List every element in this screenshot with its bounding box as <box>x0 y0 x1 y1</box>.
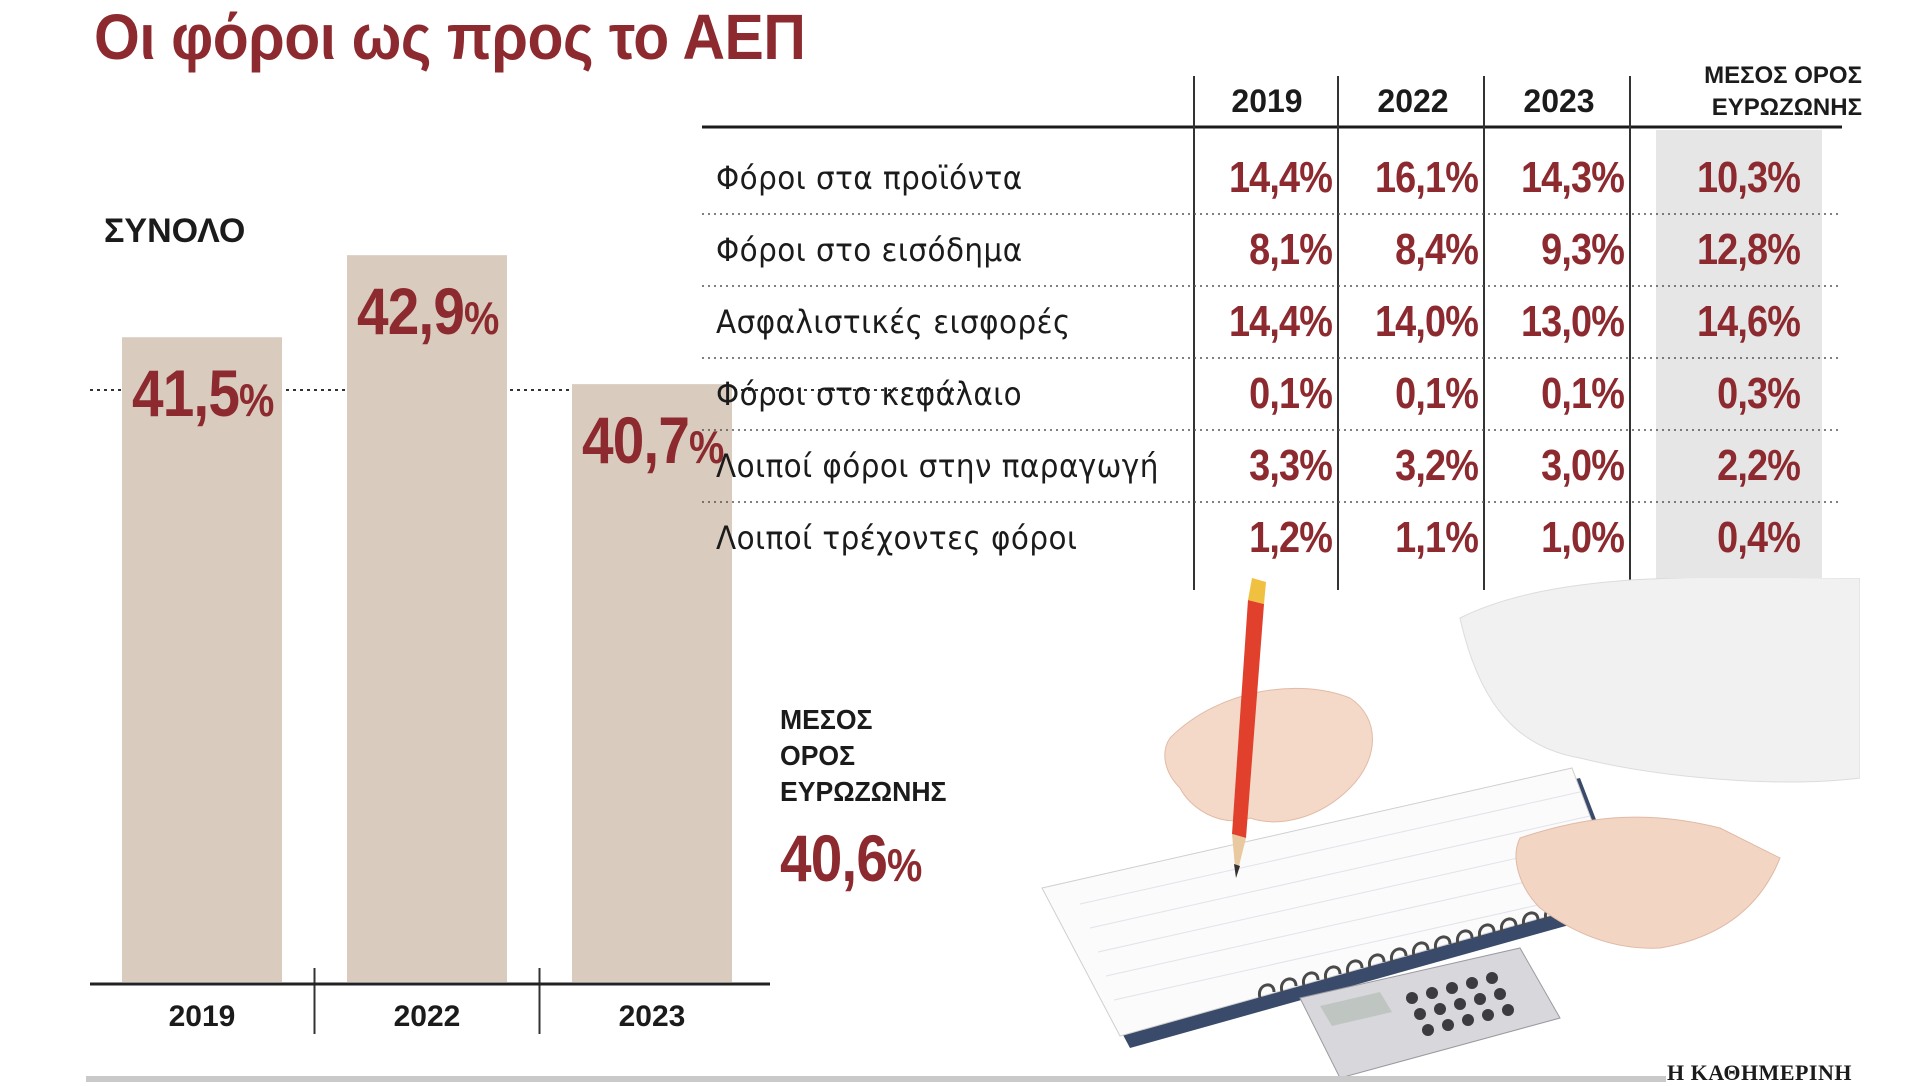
avg-column-background <box>1656 130 1822 592</box>
source-logo: Η ΚΑΘΗΜΕΡΙΝΗ <box>1667 1060 1852 1085</box>
column-header: 2022 <box>1377 83 1449 119</box>
table-cell: 3,3% <box>1249 441 1333 490</box>
table-cell: 16,1% <box>1375 153 1479 202</box>
row-label: Ασφαλιστικές εισφορές <box>716 303 1071 341</box>
hand-shape <box>1515 816 1781 949</box>
row-label: Φόροι στο εισόδημα <box>716 231 1023 269</box>
avg-label-line: ΜΕΣΟΣ <box>780 704 873 735</box>
row-label: Φόροι στα προϊόντα <box>716 159 1023 197</box>
table-cell: 3,0% <box>1541 441 1625 490</box>
column-header-line: ΕΥΡΩΖΩΝΗΣ <box>1711 94 1862 121</box>
pencil-icon <box>1232 578 1266 878</box>
table-cell: 9,3% <box>1541 225 1625 274</box>
table-cell: 13,0% <box>1521 297 1625 346</box>
column-header: 2019 <box>1231 83 1303 119</box>
bar-value-unit: % <box>689 421 724 474</box>
table-cell: 1,0% <box>1541 513 1625 562</box>
calculator-icon <box>1299 947 1561 1078</box>
notebook-icon <box>1041 767 1630 1048</box>
table-cell-eurozone-average: 2,2% <box>1717 441 1801 490</box>
x-tick-label: 2023 <box>618 1000 686 1033</box>
bar-value-unit: % <box>464 292 499 345</box>
sleeve-shape <box>1459 578 1860 783</box>
x-tick-label: 2022 <box>393 1000 461 1033</box>
chart-title: Οι φόροι ως προς το ΑΕΠ <box>94 1 806 73</box>
table-cell: 8,1% <box>1249 225 1333 274</box>
table-cell-eurozone-average: 14,6% <box>1697 297 1801 346</box>
table-cell-eurozone-average: 0,3% <box>1717 369 1801 418</box>
illustration <box>1041 578 1860 1078</box>
row-label: Λοιποί τρέχοντες φόροι <box>716 519 1078 557</box>
avg-label-line: ΕΥΡΩΖΩΝΗΣ <box>780 776 947 807</box>
column-header-line: ΜΕΣΟΣ ΟΡΟΣ <box>1704 62 1862 89</box>
bar-value-label: 40,7% <box>582 402 724 478</box>
table-cell: 14,4% <box>1229 297 1333 346</box>
table-cell: 0,1% <box>1249 369 1333 418</box>
writing-hand-shape <box>1164 687 1373 823</box>
table-cell: 0,1% <box>1395 369 1479 418</box>
table-cell-eurozone-average: 0,4% <box>1717 513 1801 562</box>
table-cell-eurozone-average: 12,8% <box>1697 225 1801 274</box>
avg-value-number: 40,6 <box>780 821 888 895</box>
table-cell: 3,2% <box>1395 441 1479 490</box>
avg-value-unit: % <box>887 839 922 891</box>
eurozone-average: ΜΕΣΟΣ ΟΡΟΣ ΕΥΡΩΖΩΝΗΣ 40,6% <box>780 702 955 896</box>
table-cell: 14,3% <box>1521 153 1625 202</box>
table-cell: 14,4% <box>1229 153 1333 202</box>
table-cell: 14,0% <box>1375 297 1479 346</box>
bar-value-number: 41,5 <box>132 356 240 431</box>
bar-value-label: 41,5% <box>132 355 274 431</box>
x-tick-label: 2019 <box>168 1000 236 1033</box>
column-header: 2023 <box>1523 83 1595 119</box>
bar-2019 <box>122 337 282 982</box>
bar-value-number: 40,7 <box>582 403 690 478</box>
table-cell: 8,4% <box>1395 225 1479 274</box>
table-cell: 0,1% <box>1541 369 1625 418</box>
bar-value-unit: % <box>239 374 274 427</box>
bar-value-number: 42,9 <box>357 274 465 349</box>
bar-2022 <box>347 255 507 982</box>
bar-value-label: 42,9% <box>357 273 499 349</box>
avg-value: 40,6% <box>780 820 931 896</box>
row-label: Φόροι στο κεφάλαιο <box>716 375 1023 413</box>
bar-2023 <box>572 384 732 983</box>
avg-label-line: ΟΡΟΣ <box>780 740 856 771</box>
column-header-eurozone-average: ΜΕΣΟΣ ΟΡΟΣ ΕΥΡΩΖΩΝΗΣ <box>1616 62 1862 126</box>
total-label: ΣΥΝΟΛΟ <box>104 212 246 250</box>
row-label: Λοιποί φόροι στην παραγωγή <box>716 447 1159 485</box>
table-cell-eurozone-average: 10,3% <box>1697 153 1801 202</box>
table-cell: 1,2% <box>1249 513 1333 562</box>
footer-divider <box>86 1076 1666 1082</box>
table-cell: 1,1% <box>1395 513 1479 562</box>
